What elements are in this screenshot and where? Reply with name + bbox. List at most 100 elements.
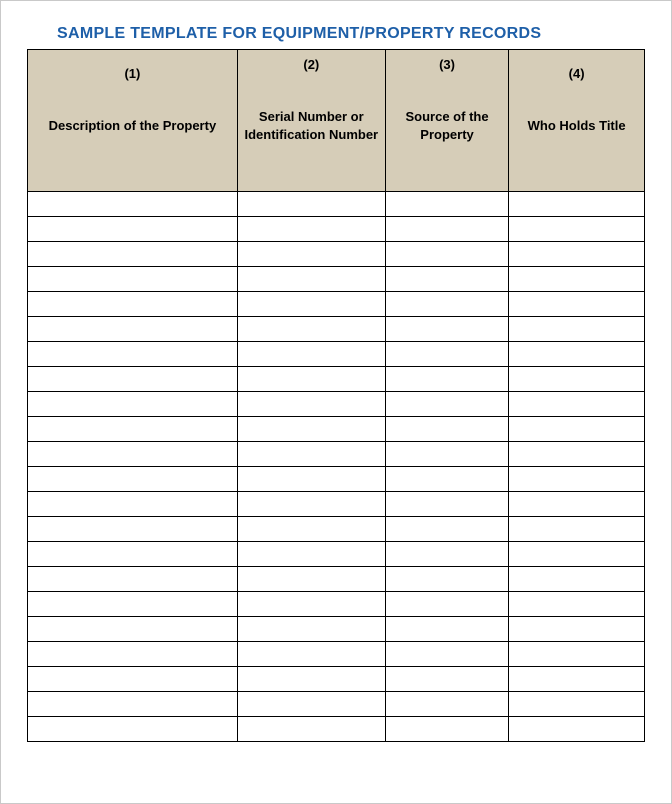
table-cell xyxy=(28,266,238,291)
table-cell xyxy=(28,491,238,516)
table-cell xyxy=(509,341,645,366)
table-cell xyxy=(28,641,238,666)
table-cell xyxy=(237,241,385,266)
table-cell xyxy=(237,566,385,591)
column-number: (4) xyxy=(515,65,638,83)
table-cell xyxy=(28,516,238,541)
column-number: (1) xyxy=(34,65,231,83)
table-cell xyxy=(509,291,645,316)
table-row xyxy=(28,466,645,491)
table-cell xyxy=(509,266,645,291)
table-cell xyxy=(509,391,645,416)
table-cell xyxy=(385,341,508,366)
column-label: Who Holds Title xyxy=(515,117,638,135)
table-row xyxy=(28,666,645,691)
table-cell xyxy=(385,366,508,391)
table-cell xyxy=(237,391,385,416)
table-header: (1) Description of the Property (2) Seri… xyxy=(28,50,645,192)
records-table: (1) Description of the Property (2) Seri… xyxy=(27,49,645,742)
table-cell xyxy=(28,716,238,741)
table-cell xyxy=(237,716,385,741)
table-cell xyxy=(509,241,645,266)
table-row xyxy=(28,316,645,341)
table-cell xyxy=(237,291,385,316)
table-row xyxy=(28,241,645,266)
table-cell xyxy=(385,291,508,316)
table-cell xyxy=(385,241,508,266)
table-cell xyxy=(237,641,385,666)
table-row xyxy=(28,291,645,316)
table-cell xyxy=(385,491,508,516)
table-cell xyxy=(385,391,508,416)
table-cell xyxy=(28,616,238,641)
table-cell xyxy=(237,491,385,516)
table-cell xyxy=(509,691,645,716)
table-cell xyxy=(28,391,238,416)
table-cell xyxy=(237,191,385,216)
table-cell xyxy=(509,541,645,566)
table-row xyxy=(28,391,645,416)
table-body xyxy=(28,191,645,741)
table-cell xyxy=(509,616,645,641)
table-cell xyxy=(385,216,508,241)
table-cell xyxy=(237,516,385,541)
column-header-title-holder: (4) Who Holds Title xyxy=(509,50,645,192)
table-row xyxy=(28,191,645,216)
table-row xyxy=(28,616,645,641)
table-row xyxy=(28,341,645,366)
table-row xyxy=(28,416,645,441)
table-cell xyxy=(28,441,238,466)
table-row xyxy=(28,591,645,616)
table-cell xyxy=(237,416,385,441)
table-cell xyxy=(509,416,645,441)
table-cell xyxy=(237,666,385,691)
table-cell xyxy=(385,666,508,691)
table-cell xyxy=(28,341,238,366)
table-cell xyxy=(509,316,645,341)
table-cell xyxy=(237,441,385,466)
table-cell xyxy=(28,416,238,441)
table-cell xyxy=(509,216,645,241)
table-cell xyxy=(385,691,508,716)
table-cell xyxy=(509,641,645,666)
table-row xyxy=(28,691,645,716)
table-cell xyxy=(28,366,238,391)
table-cell xyxy=(28,591,238,616)
table-cell xyxy=(385,641,508,666)
table-cell xyxy=(237,316,385,341)
document-page: SAMPLE TEMPLATE FOR EQUIPMENT/PROPERTY R… xyxy=(0,0,672,804)
table-cell xyxy=(385,516,508,541)
table-cell xyxy=(237,541,385,566)
table-cell xyxy=(28,241,238,266)
table-cell xyxy=(509,566,645,591)
table-cell xyxy=(509,591,645,616)
table-row xyxy=(28,366,645,391)
column-number: (2) xyxy=(244,56,379,74)
table-cell xyxy=(237,466,385,491)
table-cell xyxy=(385,466,508,491)
table-cell xyxy=(237,216,385,241)
table-cell xyxy=(509,491,645,516)
table-cell xyxy=(237,691,385,716)
table-row xyxy=(28,216,645,241)
table-cell xyxy=(385,266,508,291)
table-cell xyxy=(237,341,385,366)
table-cell xyxy=(385,316,508,341)
column-label: Serial Number or Identification Number xyxy=(244,108,379,144)
table-cell xyxy=(385,416,508,441)
table-cell xyxy=(385,191,508,216)
table-cell xyxy=(385,566,508,591)
table-cell xyxy=(28,191,238,216)
table-cell xyxy=(385,616,508,641)
table-row xyxy=(28,641,645,666)
table-row xyxy=(28,516,645,541)
table-cell xyxy=(509,441,645,466)
table-cell xyxy=(509,366,645,391)
table-cell xyxy=(237,616,385,641)
table-row xyxy=(28,566,645,591)
table-cell xyxy=(237,366,385,391)
column-header-source: (3) Source of the Property xyxy=(385,50,508,192)
table-cell xyxy=(28,691,238,716)
table-cell xyxy=(385,716,508,741)
table-row xyxy=(28,541,645,566)
